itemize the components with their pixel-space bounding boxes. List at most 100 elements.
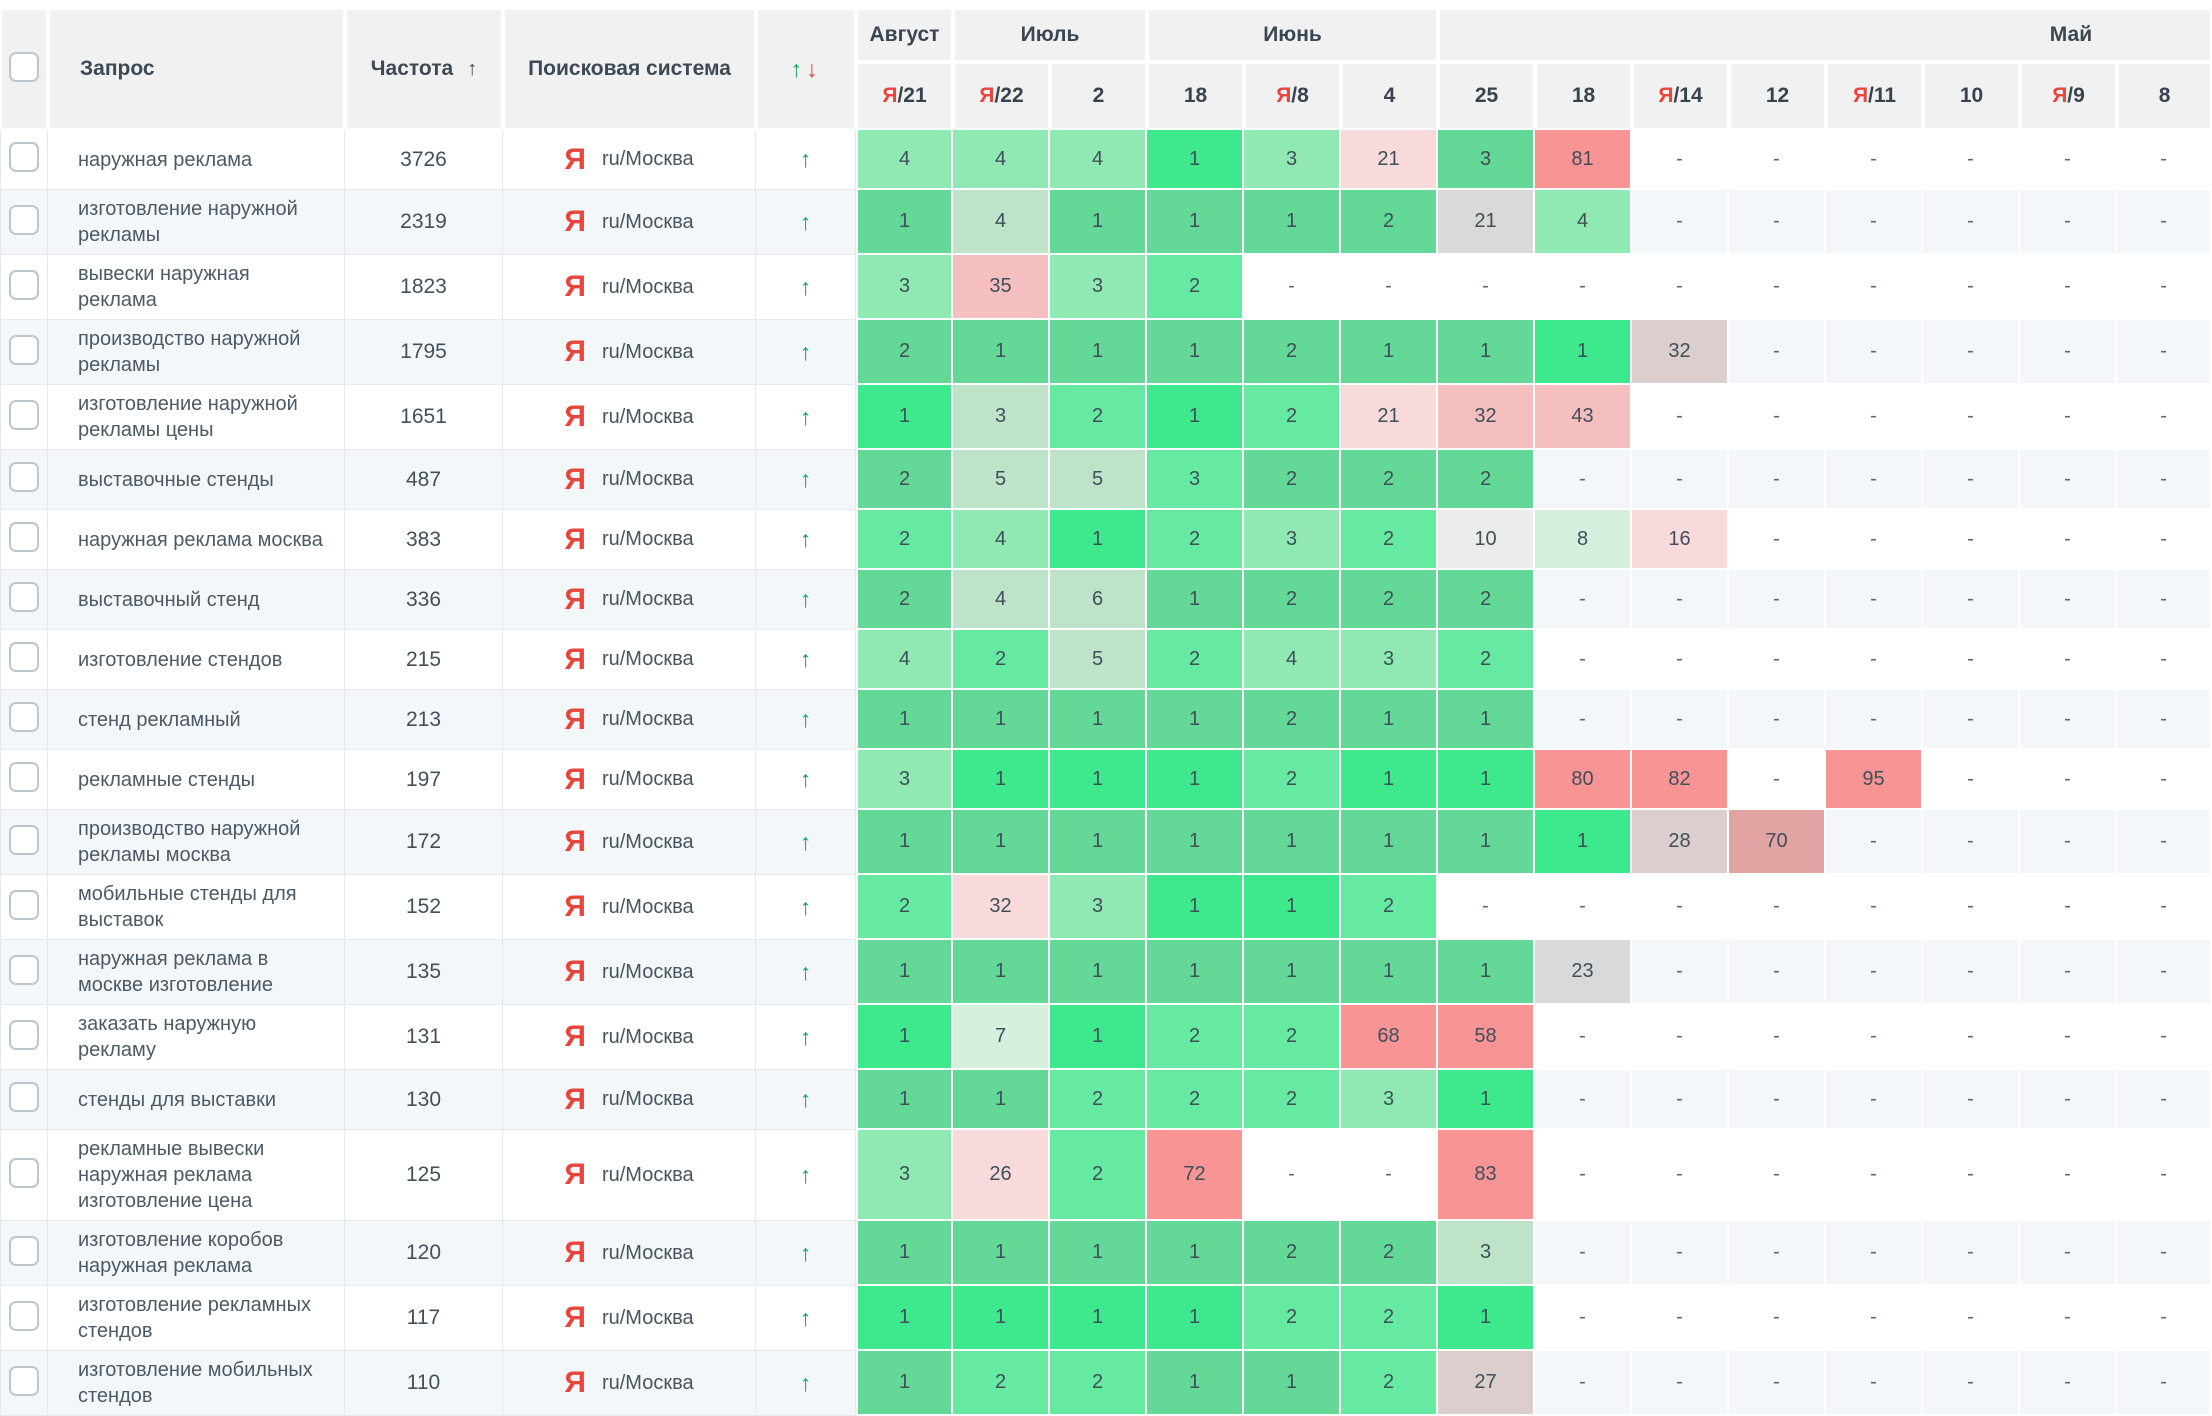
date-column-header[interactable]: Я/8 xyxy=(1244,62,1342,130)
position-cell: 26 xyxy=(953,1130,1050,1221)
row-checkbox[interactable] xyxy=(9,1019,39,1050)
position-cell: 2 xyxy=(1147,630,1245,690)
trend-up-icon: ↑ xyxy=(799,146,812,172)
frequency-column-header[interactable]: Частота ↑ xyxy=(345,8,503,130)
position-cell: 1 xyxy=(1147,1351,1245,1416)
row-checkbox[interactable] xyxy=(9,334,39,365)
row-checkbox[interactable] xyxy=(9,702,39,732)
row-checkbox-cell xyxy=(0,385,48,450)
trend-up-icon: ↑ xyxy=(799,706,812,732)
position-cell: - xyxy=(1923,255,2021,320)
select-all-header[interactable] xyxy=(0,8,48,130)
position-cell: - xyxy=(1729,385,1827,450)
row-checkbox[interactable] xyxy=(9,824,39,855)
row-checkbox-cell xyxy=(0,510,48,570)
row-checkbox[interactable] xyxy=(9,1157,39,1188)
row-checkbox[interactable] xyxy=(9,954,39,985)
row-checkbox[interactable] xyxy=(9,142,39,172)
trend-cell: ↑ xyxy=(756,1351,856,1416)
position-cell: 1 xyxy=(1341,810,1439,875)
position-cell: 4 xyxy=(856,630,953,690)
row-checkbox[interactable] xyxy=(9,399,39,430)
position-cell: 2 xyxy=(1244,385,1342,450)
date-column-header[interactable]: Я/9 xyxy=(2020,62,2118,130)
date-column-header[interactable]: Я/21 xyxy=(856,62,953,130)
search-engine-region: ru/Москва xyxy=(601,830,694,853)
search-engine-region: ru/Москва xyxy=(601,528,694,550)
row-checkbox[interactable] xyxy=(9,1300,39,1331)
date-column-header[interactable]: Я/11 xyxy=(1826,62,1924,130)
position-cell: - xyxy=(1632,1005,1730,1070)
position-cell: 2 xyxy=(1341,510,1439,570)
date-column-header[interactable]: Я/14 xyxy=(1632,62,1730,130)
trend-up-icon: ↑ xyxy=(790,55,806,82)
trend-up-icon: ↑ xyxy=(799,586,812,612)
trend-up-icon: ↑ xyxy=(799,893,812,920)
position-cell: - xyxy=(1826,255,1924,320)
date-column-header[interactable]: 18 xyxy=(1147,62,1245,130)
date-column-header[interactable]: 4 xyxy=(1341,62,1439,130)
search-engine-column-header: Поисковая система xyxy=(503,8,756,130)
position-cell: 1 xyxy=(1535,320,1633,385)
position-cell: - xyxy=(2117,1070,2212,1130)
position-cell: 1 xyxy=(1147,875,1245,940)
row-checkbox[interactable] xyxy=(9,582,39,612)
position-cell: 1 xyxy=(1341,940,1439,1005)
trend-cell: ↑ xyxy=(756,690,856,750)
position-cell: 1 xyxy=(953,1070,1050,1130)
position-cell: 3 xyxy=(856,1130,953,1221)
query-column-header[interactable]: Запрос xyxy=(48,8,345,130)
table-header: Запрос Частота ↑ Поисковая система ↑↓ Авг… xyxy=(0,8,2212,130)
position-cell: - xyxy=(2020,750,2118,810)
position-cell: 1 xyxy=(856,1286,953,1351)
trend-up-icon: ↑ xyxy=(799,646,812,672)
date-column-header[interactable]: 18 xyxy=(1535,62,1633,130)
date-column-header[interactable]: 8 xyxy=(2117,62,2212,130)
row-checkbox[interactable] xyxy=(9,269,39,300)
row-checkbox[interactable] xyxy=(9,1365,39,1396)
row-checkbox-cell xyxy=(0,1130,48,1221)
date-column-header[interactable]: Я/22 xyxy=(953,62,1050,130)
date-column-header[interactable]: 25 xyxy=(1438,62,1536,130)
trend-cell: ↑ xyxy=(756,875,856,940)
row-checkbox[interactable] xyxy=(9,204,39,235)
position-cell: - xyxy=(2117,320,2212,385)
position-cell: 2 xyxy=(1244,320,1342,385)
date-column-header[interactable]: 10 xyxy=(1923,62,2021,130)
date-column-header[interactable]: 2 xyxy=(1050,62,1148,130)
query-cell: мобильные стенды для выставок xyxy=(48,875,345,940)
row-checkbox[interactable] xyxy=(9,1082,39,1112)
row-checkbox[interactable] xyxy=(9,889,39,920)
select-all-checkbox[interactable] xyxy=(9,51,39,82)
position-cell: 2 xyxy=(856,450,953,510)
position-cell: - xyxy=(1632,1130,1730,1221)
row-checkbox-cell xyxy=(0,320,48,385)
row-checkbox[interactable] xyxy=(9,642,39,672)
table-row: наружная реклама в москве изготовление 13… xyxy=(0,940,2212,1005)
trend-up-icon: ↑ xyxy=(799,273,812,300)
search-engine-region: ru/Москва xyxy=(601,405,694,428)
position-cell: - xyxy=(2117,875,2212,940)
position-cell: 4 xyxy=(953,130,1050,190)
trend-column-header[interactable]: ↑↓ xyxy=(756,8,856,130)
position-cell: 1 xyxy=(953,320,1050,385)
row-checkbox-cell xyxy=(0,630,48,690)
row-checkbox[interactable] xyxy=(9,1235,39,1266)
position-cell: 72 xyxy=(1147,1130,1245,1221)
search-engine-region: ru/Москва xyxy=(601,895,694,918)
row-checkbox[interactable] xyxy=(9,462,39,492)
position-cell: 2 xyxy=(856,570,953,630)
row-checkbox[interactable] xyxy=(9,762,39,792)
row-checkbox[interactable] xyxy=(9,522,39,552)
row-checkbox-cell xyxy=(0,1070,48,1130)
frequency-cell: 110 xyxy=(345,1351,503,1416)
date-column-header[interactable]: 12 xyxy=(1729,62,1827,130)
